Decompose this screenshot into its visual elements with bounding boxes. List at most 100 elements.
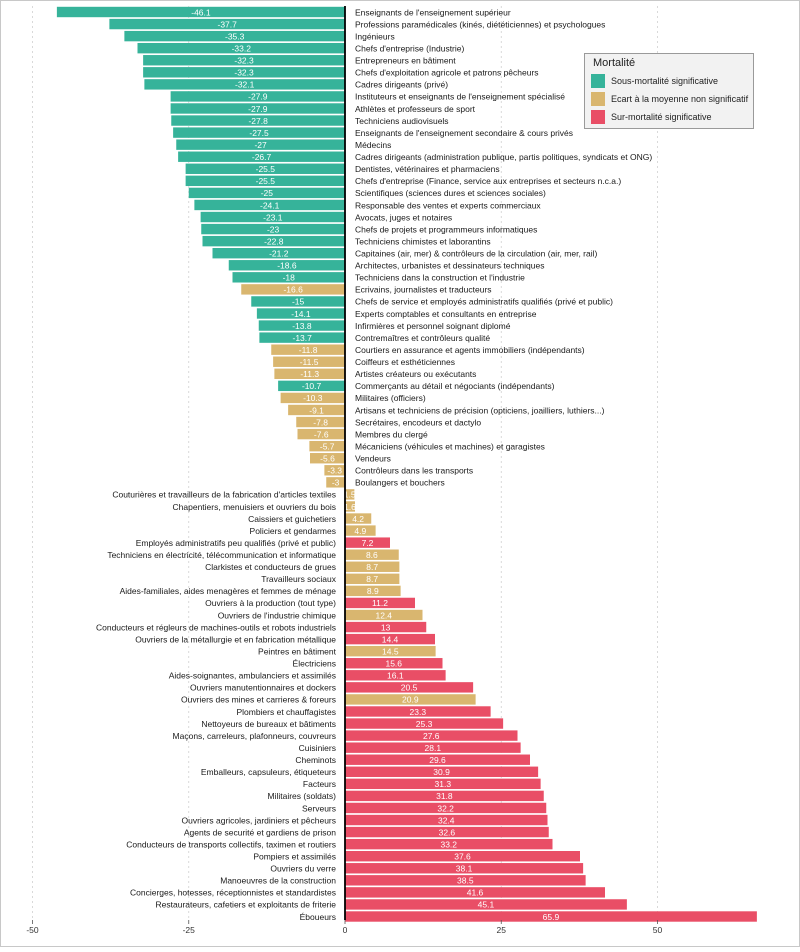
bar-value-label: -18.6: [277, 261, 297, 271]
category-label: Employés administratifs peu qualifiés (p…: [136, 538, 336, 548]
bar: [259, 332, 345, 343]
legend-item-sous: Sous-mortalité significative: [591, 74, 718, 88]
bar-value-label: -27: [254, 140, 267, 150]
bar-value-label: -16.6: [283, 285, 303, 295]
bar: [201, 223, 345, 235]
bar-value-label: -15: [292, 297, 305, 307]
bar-value-label: -46.1: [191, 7, 211, 17]
bar: [345, 645, 436, 657]
bar: [345, 682, 474, 693]
bar: [345, 537, 390, 548]
bar-value-label: 23.3: [410, 707, 427, 717]
bar: [296, 416, 345, 428]
category-label: Cadres dirigeants (privé): [355, 80, 448, 90]
category-label: Nettoyeurs de bureaux et bâtiments: [201, 719, 336, 729]
category-label: Aides-soignantes, ambulanciers et assimi…: [169, 671, 336, 681]
bar: [310, 453, 345, 464]
bar: [280, 392, 345, 404]
bar: [345, 814, 548, 826]
bar-value-label: -24.1: [260, 200, 280, 210]
bar-value-label: 31.3: [435, 779, 452, 789]
bar: [345, 489, 355, 500]
bar: [345, 621, 427, 633]
x-tick-label: -50: [26, 925, 39, 935]
category-label: Contremaîtres et contrôleurs qualité: [355, 333, 490, 343]
bar: [345, 718, 504, 729]
category-label: Membres du clergé: [355, 429, 428, 439]
bar: [124, 30, 345, 42]
category-label: Boulangers et bouchers: [355, 478, 445, 488]
category-label: Clarkistes et conducteurs de grues: [205, 562, 336, 572]
bar-value-label: 45.1: [478, 900, 495, 910]
category-label: Conducteurs et régleurs de machines-outi…: [96, 622, 336, 632]
bar-value-label: 32.6: [439, 827, 456, 837]
bar: [345, 851, 580, 862]
category-label: Ouvriers manutentionnaires et dockers: [190, 683, 336, 693]
bar-value-label: 7.2: [362, 538, 374, 548]
category-label: Ingénieurs: [355, 31, 395, 41]
x-tick-label: 25: [497, 925, 507, 935]
bar: [345, 911, 757, 922]
bar-value-label: -18: [283, 273, 296, 283]
category-label: Professions paramédicales (kinés, diétét…: [355, 19, 605, 29]
bar-value-label: 38.1: [456, 864, 473, 874]
bar: [345, 573, 400, 585]
bar-value-label: 14.4: [382, 634, 399, 644]
bar: [256, 308, 345, 319]
bar-value-label: -7.6: [314, 429, 329, 439]
category-label: Avocats, juges et notaires: [355, 212, 452, 222]
bar: [188, 187, 345, 199]
category-label: Peintres en bâtiment: [258, 646, 337, 656]
category-label: Enseignants de l'enseignement secondaire…: [355, 128, 573, 138]
bar: [194, 199, 345, 211]
bar-value-label: -32.3: [234, 56, 254, 66]
bar: [345, 730, 518, 741]
bar: [232, 272, 345, 283]
bar: [109, 18, 345, 30]
category-label: Ouvriers à la production (tout type): [205, 598, 336, 608]
category-label: Cuisiniers: [299, 743, 336, 753]
bar: [274, 368, 345, 379]
bar-value-label: -37.7: [218, 19, 238, 29]
bar-value-label: 8.6: [366, 550, 378, 560]
bar-value-label: -25: [261, 188, 274, 198]
bar-value-label: -13.8: [292, 321, 312, 331]
bar: [345, 863, 584, 874]
bar: [251, 296, 345, 307]
bar: [137, 42, 345, 54]
bar-value-label: 14.5: [382, 646, 399, 656]
category-label: Coiffeurs et esthéticiennes: [355, 357, 455, 367]
bar-value-label: -10.7: [302, 381, 322, 391]
bar: [324, 465, 345, 476]
bar-value-label: 30.9: [433, 767, 450, 777]
bar-value-label: -11.5: [300, 357, 319, 367]
bar-value-label: -21.2: [269, 249, 289, 259]
category-label: Chefs d'entreprise (Industrie): [355, 43, 465, 53]
legend-label-sur: Sur-mortalité significative: [611, 112, 712, 122]
bar-value-label: 4.9: [354, 526, 366, 536]
x-tick-label: 0: [343, 925, 348, 935]
bar: [326, 477, 345, 488]
category-label: Instituteurs et enseignants de l'enseign…: [355, 92, 565, 102]
bar: [271, 344, 345, 355]
bar: [345, 887, 605, 898]
category-label: Facteurs: [303, 779, 336, 789]
category-label: Architectes, urbanistes et dessinateurs …: [355, 261, 544, 271]
bar-value-label: -23: [267, 224, 280, 234]
category-label: Pompiers et assimilés: [253, 852, 336, 862]
bar: [170, 103, 345, 114]
category-label: Ouvriers de la métallurgie et en fabrica…: [135, 634, 336, 644]
bar: [345, 706, 491, 717]
category-label: Experts comptables et consultants en ent…: [355, 309, 537, 319]
bar: [241, 284, 345, 295]
category-label: Chefs de service et employés administrat…: [355, 297, 613, 307]
category-label: Techniciens audiovisuels: [355, 116, 449, 126]
bar: [178, 151, 345, 162]
category-label: Commerçants au détail et négociants (ind…: [355, 381, 555, 391]
bar: [345, 609, 423, 621]
category-label: Électriciens: [293, 659, 336, 669]
bar-value-label: -7.8: [313, 417, 328, 427]
bar: [143, 67, 345, 78]
category-label: Mécaniciens (véhicules et machines) et g…: [355, 441, 545, 451]
category-label: Artisans et techniciens de précision (op…: [355, 405, 605, 415]
